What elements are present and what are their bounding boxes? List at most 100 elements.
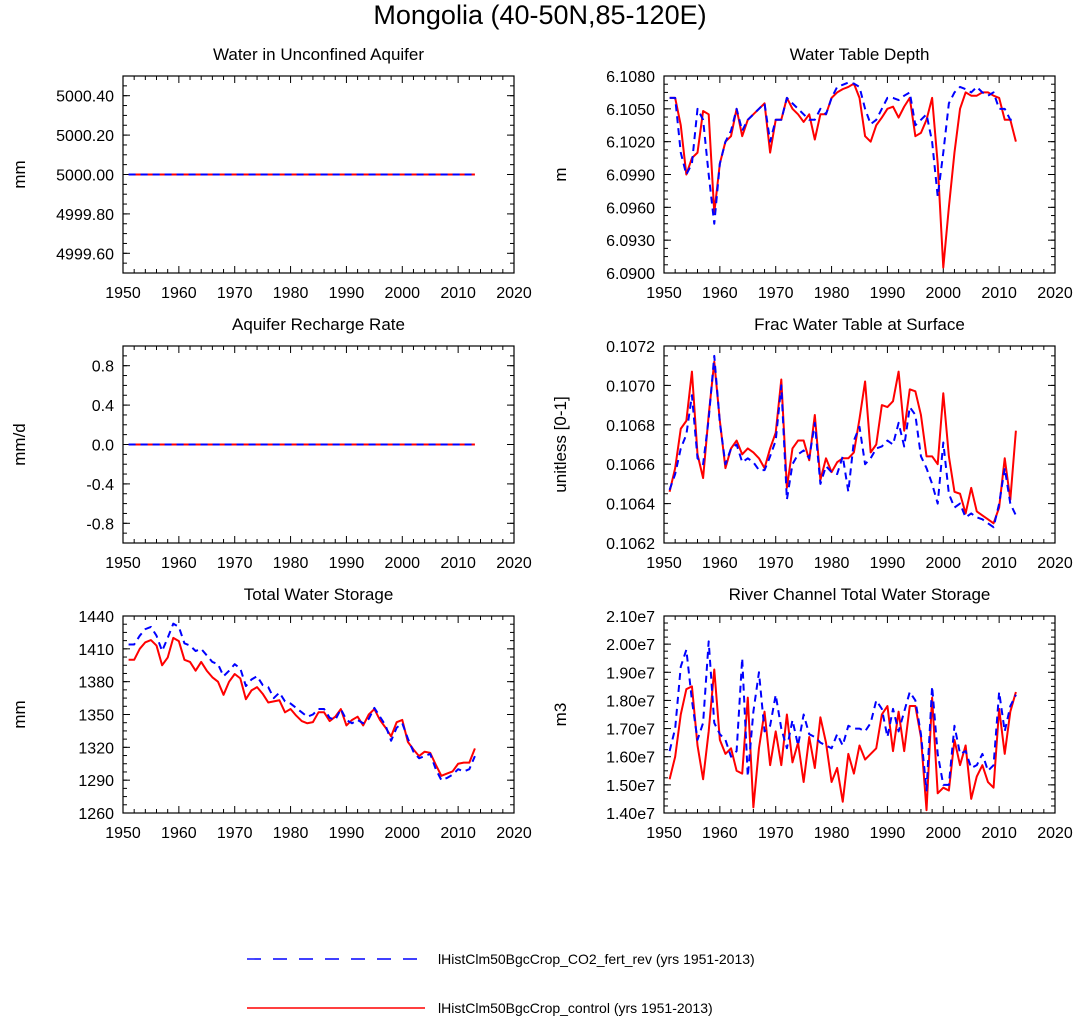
y-tick-label: 6.0930 — [606, 233, 655, 250]
x-tick-label: 1980 — [814, 555, 850, 572]
x-tick-label: 1990 — [870, 285, 906, 302]
x-tick-label: 1960 — [702, 825, 738, 842]
x-tick-label: 1950 — [646, 285, 682, 302]
y-axis-label: m — [551, 167, 570, 181]
x-tick-label: 2010 — [440, 285, 476, 302]
series-line-control — [669, 82, 1017, 269]
x-tick-label: 1970 — [217, 555, 253, 572]
x-tick-label: 2000 — [384, 285, 420, 302]
figure-title: Mongolia (40-50N,85-120E) — [373, 0, 706, 30]
x-tick-label: 1960 — [702, 555, 738, 572]
x-tick-label: 1990 — [329, 555, 365, 572]
x-tick-label: 1980 — [814, 825, 850, 842]
panel-title: Frac Water Table at Surface — [754, 315, 965, 334]
y-tick-label: 0.0 — [92, 438, 114, 455]
y-tick-label: 1.50e7 — [606, 778, 655, 795]
panel-water-table-depth: Water Table Depth m 1950 1960 1970 1980 1990 20… — [551, 45, 1073, 302]
x-tick-label: 1960 — [702, 285, 738, 302]
panel-water-in-unconfined-aquifer: Water in Unconfined Aquifer mm 1950 1960 197… — [10, 45, 532, 302]
legend-label-control: lHistClm50BgcCrop_control (yrs 1951-2013… — [438, 1000, 713, 1016]
plot-frame — [663, 615, 1056, 814]
y-tick-label: 5000.00 — [56, 168, 114, 185]
y-axis-label: mm/d — [10, 423, 29, 466]
y-tick-label: -0.8 — [86, 516, 114, 533]
y-tick-label: 6.1020 — [606, 135, 655, 152]
y-tick-label: 0.1064 — [606, 497, 655, 514]
plot-frame — [663, 75, 1056, 274]
y-tick-label: 0.1062 — [606, 536, 655, 553]
y-tick-label: 6.0900 — [606, 266, 655, 283]
x-tick-label: 2010 — [440, 825, 476, 842]
panel-title: Total Water Storage — [244, 585, 394, 604]
y-tick-label: 5000.20 — [56, 128, 114, 145]
y-tick-label: 1350 — [78, 708, 114, 725]
panel-title: River Channel Total Water Storage — [729, 585, 991, 604]
series-line-co2-fert-rev — [668, 640, 1017, 792]
x-tick-label: 2010 — [981, 825, 1017, 842]
y-tick-label: 1260 — [78, 806, 114, 823]
y-tick-label: 1.90e7 — [606, 665, 655, 682]
y-axis-label: m3 — [551, 703, 570, 727]
x-tick-label: 1980 — [814, 285, 850, 302]
x-tick-label: 2020 — [1037, 285, 1073, 302]
y-tick-label: 1.40e7 — [606, 806, 655, 823]
x-tick-label: 1970 — [758, 285, 794, 302]
y-tick-label: 0.4 — [92, 398, 114, 415]
x-tick-label: 2020 — [1037, 825, 1073, 842]
y-tick-label: 1440 — [78, 609, 114, 626]
y-tick-label: 2.10e7 — [606, 609, 655, 626]
y-tick-label: 6.0990 — [606, 168, 655, 185]
x-tick-label: 2020 — [496, 825, 532, 842]
x-tick-label: 1980 — [273, 555, 309, 572]
x-tick-label: 1960 — [161, 825, 197, 842]
x-tick-label: 1950 — [105, 555, 141, 572]
y-tick-label: 4999.80 — [56, 207, 114, 224]
y-tick-label: 6.1080 — [606, 69, 655, 86]
x-tick-label: 1970 — [758, 555, 794, 572]
y-tick-label: 2.00e7 — [606, 637, 655, 654]
x-tick-label: 1990 — [870, 555, 906, 572]
series-line-co2-fert-rev — [669, 81, 1016, 225]
panel-river-channel-total-water-storage: River Channel Total Water Storage m3 1950 1… — [551, 585, 1073, 842]
panel-aquifer-recharge-rate: Aquifer Recharge Rate mm/d 1950 1960 1970 198… — [10, 315, 532, 572]
x-tick-label: 1960 — [161, 285, 197, 302]
x-tick-label: 1950 — [646, 825, 682, 842]
x-tick-label: 1990 — [329, 825, 365, 842]
x-tick-label: 2010 — [981, 555, 1017, 572]
y-tick-label: 0.1072 — [606, 339, 655, 356]
x-tick-label: 1970 — [217, 285, 253, 302]
y-tick-label: 0.8 — [92, 359, 114, 376]
y-tick-label: 1290 — [78, 773, 114, 790]
y-tick-label: 1410 — [78, 642, 114, 659]
x-tick-label: 2020 — [496, 285, 532, 302]
x-tick-label: 1990 — [329, 285, 365, 302]
y-tick-label: 1380 — [78, 675, 114, 692]
x-tick-label: 1950 — [105, 825, 141, 842]
legend: lHistClm50BgcCrop_CO2_fert_rev (yrs 1951… — [247, 951, 755, 1016]
series-line-control — [668, 668, 1017, 812]
x-tick-label: 2010 — [440, 555, 476, 572]
x-tick-label: 2000 — [384, 825, 420, 842]
x-tick-label: 1980 — [273, 285, 309, 302]
panel-total-water-storage: Total Water Storage mm 1950 1960 1970 1980 199… — [10, 585, 532, 842]
x-tick-label: 2000 — [925, 285, 961, 302]
x-tick-label: 1950 — [105, 285, 141, 302]
y-tick-label: -0.4 — [86, 477, 114, 494]
series-line-co2-fert-rev — [128, 622, 476, 782]
panel-frac-water-table-at-surface: Frac Water Table at Surface unitless [0-1… — [551, 315, 1073, 572]
y-tick-label: 1320 — [78, 740, 114, 757]
x-tick-label: 2000 — [925, 825, 961, 842]
y-axis-label: mm — [10, 700, 29, 728]
x-tick-label: 2000 — [384, 555, 420, 572]
y-axis-label: mm — [10, 160, 29, 188]
y-tick-label: 6.1050 — [606, 102, 655, 119]
x-tick-label: 2000 — [925, 555, 961, 572]
x-tick-label: 2020 — [496, 555, 532, 572]
series-line-co2-fert-rev — [668, 354, 1017, 529]
y-tick-label: 1.60e7 — [606, 750, 655, 767]
x-tick-label: 2010 — [981, 285, 1017, 302]
panel-title: Aquifer Recharge Rate — [232, 315, 405, 334]
y-axis-label: unitless [0-1] — [551, 396, 570, 492]
x-tick-label: 1990 — [870, 825, 906, 842]
